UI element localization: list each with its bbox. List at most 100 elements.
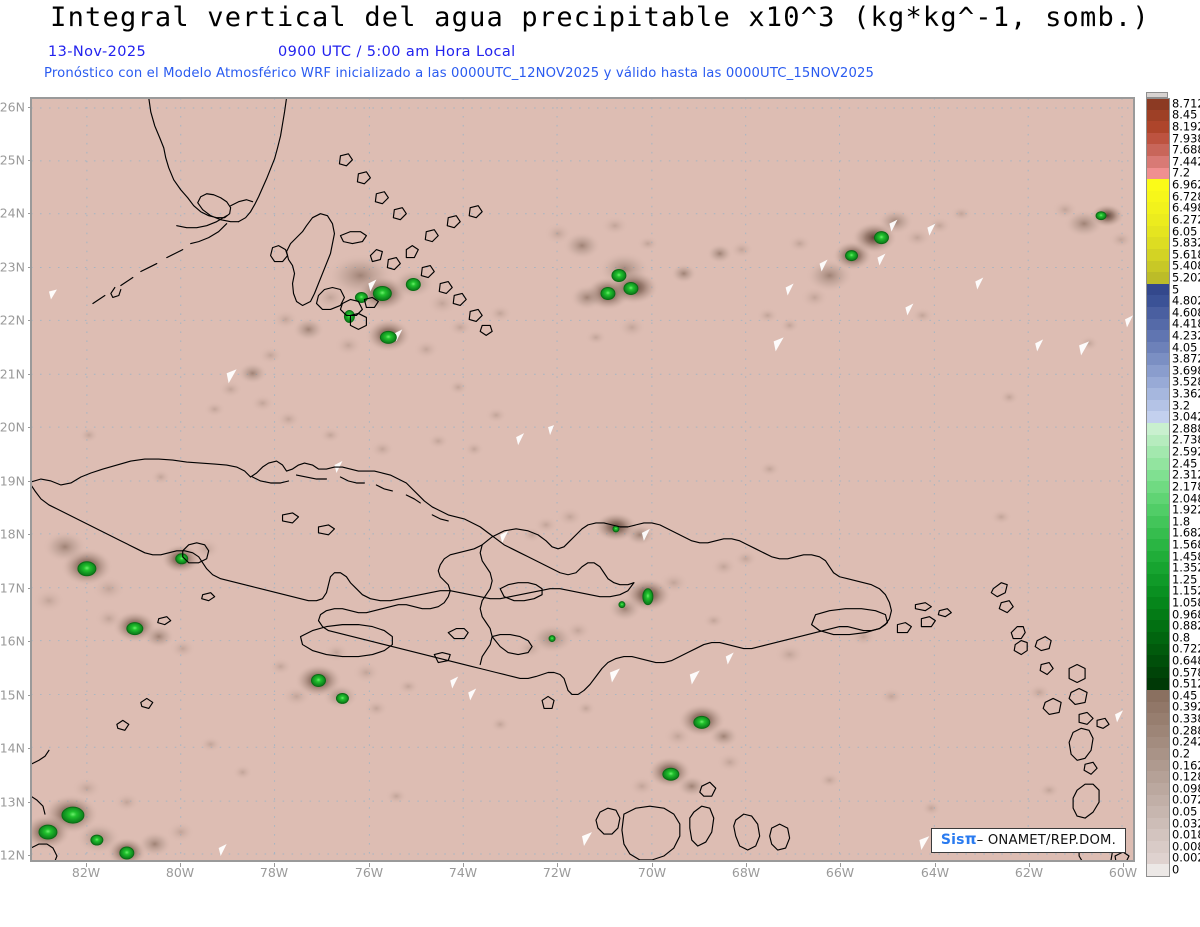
- colorbar-tick-label: 0.45: [1172, 688, 1198, 703]
- colorbar-level: 0.578: [1146, 665, 1200, 680]
- colorbar-top-cap: [1146, 92, 1168, 98]
- colorbar-level: 4.418: [1146, 317, 1200, 331]
- colorbar-swatch: [1146, 121, 1170, 133]
- x-tick: [746, 863, 747, 867]
- colorbar-tick-label: 5.832: [1172, 235, 1200, 250]
- colorbar-swatch: [1146, 434, 1170, 447]
- colorbar-tick-label: 0.288: [1172, 723, 1200, 738]
- colorbar-swatch: [1146, 144, 1170, 157]
- colorbar-tick-label: 1.25: [1172, 572, 1198, 587]
- colorbar-tick-label: 2.738: [1172, 433, 1200, 448]
- x-tick: [557, 863, 558, 867]
- colorbar-swatch: [1146, 341, 1170, 354]
- colorbar-swatch: [1146, 248, 1170, 261]
- x-axis-label-60W: 60W: [1108, 865, 1138, 880]
- colorbar-level: 0.338: [1146, 711, 1200, 726]
- colorbar-swatch: [1146, 655, 1170, 667]
- colorbar-tick-label: 0.882: [1172, 618, 1200, 633]
- colorbar-tick-label: 4.05: [1172, 340, 1198, 355]
- colorbar-swatch: [1146, 318, 1170, 331]
- colorbar-swatch: [1146, 829, 1170, 841]
- y-axis-label-23N: 23N: [0, 259, 25, 275]
- colorbar-level: 2.592: [1146, 444, 1200, 459]
- y-axis-label-25N: 25N: [0, 152, 25, 168]
- y-tick: [28, 160, 32, 161]
- colorbar-level: 1.25: [1146, 572, 1200, 587]
- colorbar-tick-label: 4.608: [1172, 305, 1200, 320]
- colorbar-level: 2.738: [1146, 433, 1200, 448]
- logo-org-text: ONAMET/REP.DOM.: [987, 833, 1116, 849]
- model-footnote: Pronóstico con el Modelo Atmosférico WRF…: [44, 66, 875, 81]
- colorbar-tick-label: 4.232: [1172, 328, 1200, 343]
- colorbar-tick-label: 0.392: [1172, 700, 1200, 715]
- colorbar-level: 1.8: [1146, 514, 1200, 528]
- colorbar-tick-label: 0.072: [1172, 793, 1200, 808]
- colorbar-swatch: [1146, 527, 1170, 540]
- colorbar-tick-label: 1.352: [1172, 560, 1200, 575]
- colorbar-tick-label: 0.578: [1172, 665, 1200, 680]
- x-tick: [1029, 863, 1030, 867]
- colorbar-tick-label: 0.032: [1172, 816, 1200, 831]
- colorbar-level: 4.05: [1146, 340, 1200, 355]
- colorbar-tick-label: 3.528: [1172, 375, 1200, 390]
- colorbar-swatch: [1146, 179, 1170, 191]
- colorbar-swatch: [1146, 225, 1170, 238]
- y-axis-label-16N: 16N: [0, 633, 25, 649]
- colorbar-level: 0.242: [1146, 735, 1200, 749]
- colorbar-swatch: [1146, 748, 1170, 760]
- colorbar-tick-label: 2.45: [1172, 456, 1198, 471]
- y-axis-label-20N: 20N: [0, 419, 25, 435]
- colorbar-level: 0.968: [1146, 607, 1200, 621]
- colorbar-tick-label: 0.338: [1172, 711, 1200, 726]
- x-axis-label-70W: 70W: [637, 865, 667, 880]
- colorbar-level: 7.938: [1146, 131, 1200, 145]
- x-tick: [86, 863, 87, 867]
- y-tick: [28, 588, 32, 589]
- colorbar-level: 0.002: [1146, 851, 1200, 865]
- x-axis-label-68W: 68W: [731, 865, 761, 880]
- x-tick: [180, 863, 181, 867]
- colorbar-level: 3.362: [1146, 386, 1200, 401]
- y-tick: [28, 374, 32, 375]
- colorbar-swatch: [1146, 260, 1170, 273]
- colorbar-tick-label: 6.05: [1172, 224, 1198, 239]
- zero-value-specks: [48, 219, 1134, 857]
- colorbar-tick-label: 1.458: [1172, 549, 1200, 564]
- colorbar-level: 1.352: [1146, 560, 1200, 575]
- colorbar-swatch: [1146, 782, 1170, 795]
- colorbar-swatch: [1146, 109, 1170, 122]
- colorbar-swatch: [1146, 573, 1170, 586]
- colorbar-tick-label: 7.688: [1172, 142, 1200, 157]
- colorbar-tick-label: 1.922: [1172, 502, 1200, 517]
- colorbar-level: 1.922: [1146, 502, 1200, 517]
- colorbar-tick-label: 5.408: [1172, 259, 1200, 274]
- colorbar-swatch: [1146, 411, 1170, 424]
- colorbar-level: 8.192: [1146, 120, 1200, 134]
- colorbar-tick-label: 3.362: [1172, 386, 1200, 401]
- colorbar-level: 1.458: [1146, 549, 1200, 564]
- colorbar-tick-label: 0.8: [1172, 630, 1191, 645]
- colorbar-tick-label: 0.05: [1172, 804, 1198, 819]
- y-axis-label-13N: 13N: [0, 794, 25, 810]
- y-tick: [28, 427, 32, 428]
- colorbar-level: 1.682: [1146, 526, 1200, 540]
- colorbar-tick-label: 2.592: [1172, 444, 1200, 459]
- colorbar-tick-label: 5.618: [1172, 247, 1200, 262]
- colorbar-level: 0.05: [1146, 804, 1200, 819]
- colorbar-level: 2.178: [1146, 480, 1200, 494]
- y-tick: [28, 855, 32, 856]
- map-canvas[interactable]: Sisπ– ONAMET/REP.DOM.: [30, 97, 1135, 862]
- colorbar-swatch: [1146, 759, 1170, 772]
- colorbar-level: 0.018: [1146, 828, 1200, 842]
- colorbar-swatch: [1146, 237, 1170, 249]
- y-tick: [28, 802, 32, 803]
- x-axis-label-78W: 78W: [259, 865, 289, 880]
- y-tick: [28, 320, 32, 321]
- x-tick: [274, 863, 275, 867]
- x-tick: [369, 863, 370, 867]
- colorbar-level: 4.608: [1146, 305, 1200, 320]
- moisture-field: [31, 199, 1134, 861]
- colorbar-level: 3.872: [1146, 352, 1200, 366]
- chart-header: Integral vertical del agua precipitable …: [0, 0, 1200, 92]
- colorbar-tick-label: 3.698: [1172, 363, 1200, 378]
